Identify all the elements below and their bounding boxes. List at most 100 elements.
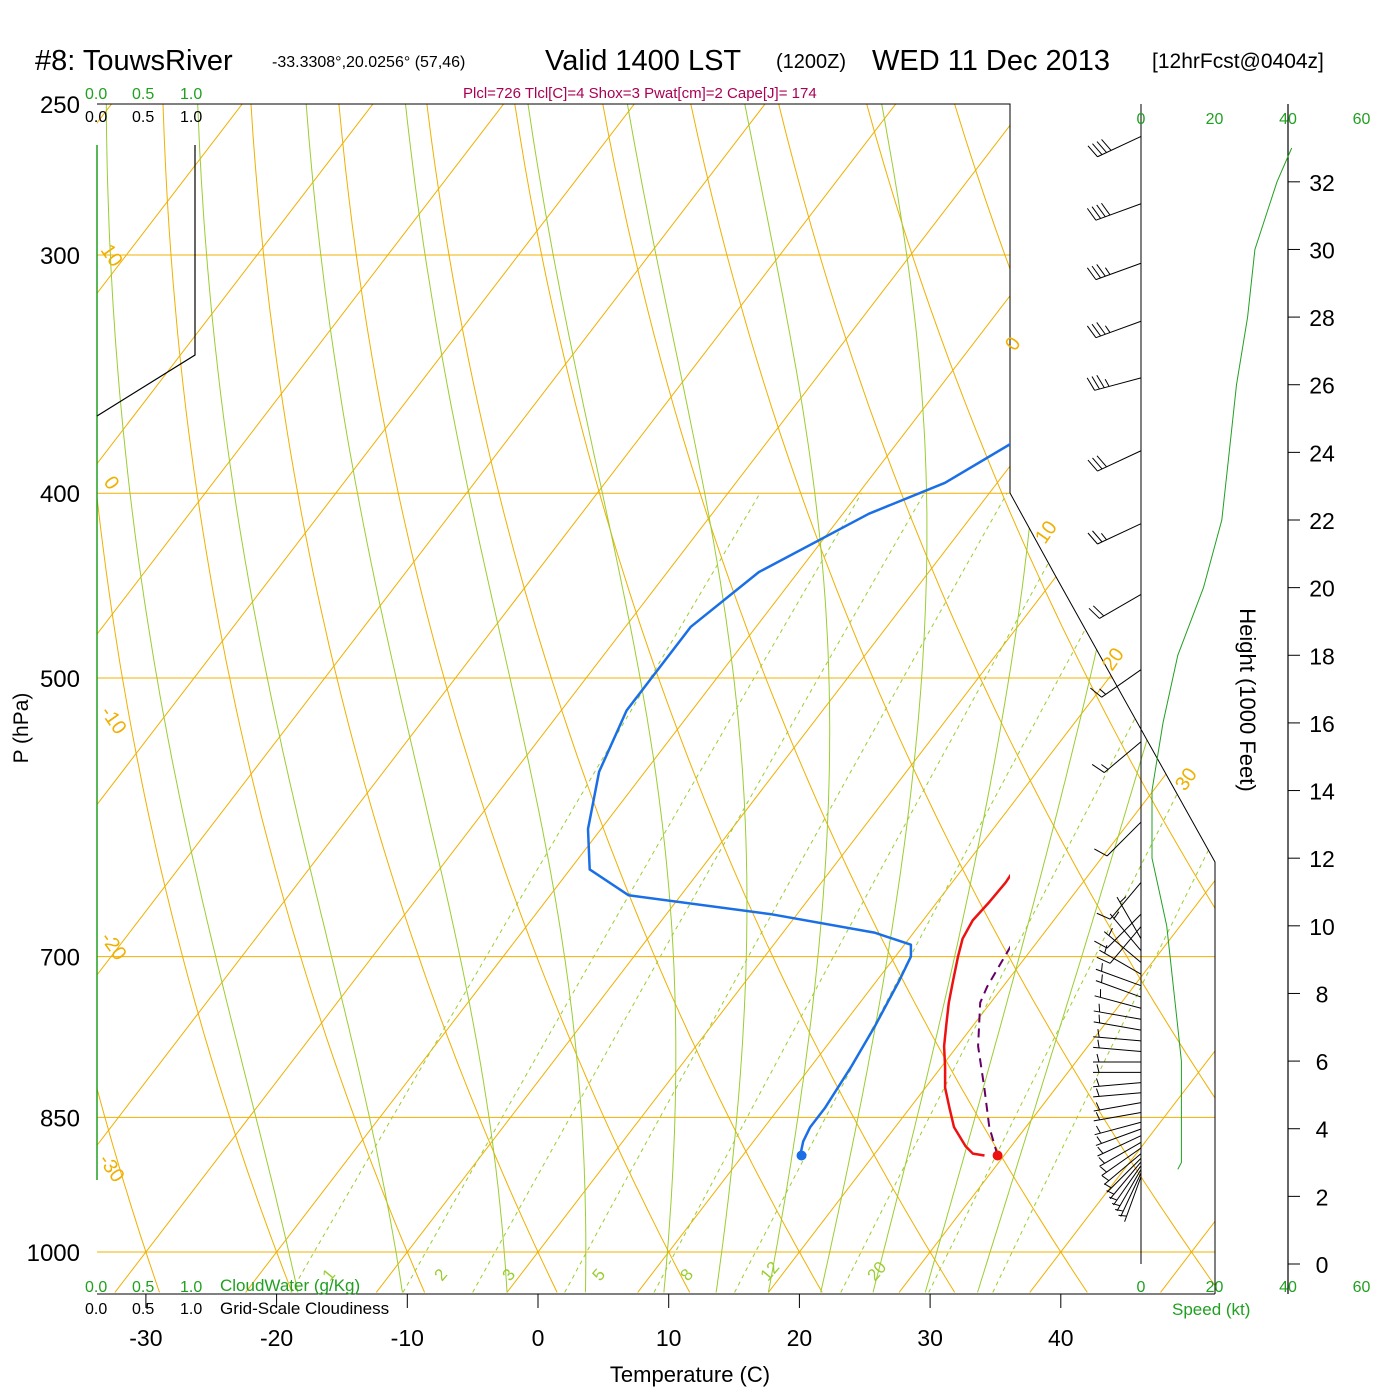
wind-barb — [1095, 963, 1142, 987]
barb-staff — [1093, 1036, 1142, 1042]
wind-barb — [1106, 1161, 1142, 1200]
cl-tick-bottom: 0.0 — [85, 1301, 107, 1318]
wind-barb — [1116, 896, 1142, 939]
isotherm-line — [97, 104, 923, 1293]
height-tick-label: 20 — [1309, 576, 1335, 602]
moist-adiabat — [977, 104, 1215, 1293]
isotherm-line — [0, 70, 7, 1292]
isobars — [97, 103, 1215, 1253]
isotherm-line — [97, 104, 400, 1293]
barb-flag — [1086, 208, 1097, 221]
barb-staff — [1109, 913, 1142, 952]
isotherm-line — [97, 104, 269, 1293]
speed-axis-label: Speed (kt) — [1172, 1300, 1250, 1319]
pressure-axis-label: P (hPa) — [10, 693, 33, 764]
wind-barb — [1109, 1165, 1142, 1206]
barb-half-flag — [1095, 1112, 1101, 1121]
barb-half-flag — [1104, 325, 1111, 333]
height-tick-label: 28 — [1309, 305, 1335, 331]
zulu-time: (1200Z) — [776, 51, 846, 73]
barb-half-flag — [1096, 1136, 1102, 1144]
temperature-ticks: -30 -20 -10 0 10 20 30 40 — [129, 1294, 1074, 1351]
barb-half-flag — [1104, 267, 1111, 275]
x-tick-label: -10 — [391, 1325, 424, 1351]
barb-half-flag — [1096, 1053, 1100, 1063]
barb-staff — [1101, 669, 1142, 698]
speed-tick-top: 20 — [1206, 111, 1224, 128]
barb-half-flag — [1099, 688, 1107, 695]
isotherm-line — [97, 104, 530, 1293]
barb-staff — [1095, 968, 1142, 987]
barb-flag — [1092, 143, 1103, 155]
dry-adiabat — [97, 104, 160, 1293]
barb-flag — [1094, 848, 1108, 857]
barb-flag — [1087, 459, 1098, 472]
barb-half-flag — [1098, 1014, 1101, 1023]
dry-adiabat — [422, 104, 823, 1293]
wind-barb — [1086, 202, 1142, 221]
moist-adiabat — [872, 104, 1043, 1293]
dry-adiabat — [683, 104, 1215, 1293]
barb-staff — [1101, 1147, 1142, 1176]
height-tick-label: 16 — [1309, 711, 1335, 737]
y-tick-label: 250 — [40, 92, 80, 119]
wind-barb — [1101, 1153, 1142, 1185]
dry-adiabat — [1031, 104, 1215, 1293]
x-tick-label: 0 — [532, 1325, 545, 1351]
barb-staff — [1095, 1128, 1142, 1146]
station-title: #8: TouwsRiver — [35, 45, 233, 77]
speed-tick-top: 40 — [1279, 111, 1297, 128]
isotherm-line — [375, 104, 1215, 1293]
isotherm-line — [637, 104, 1215, 1293]
barb-staff — [1120, 1172, 1142, 1217]
profiles — [586, 442, 1010, 1161]
isotherm-label: 0 — [99, 472, 123, 494]
wind-barb — [1095, 974, 1142, 998]
barb-flag — [1091, 206, 1101, 219]
barb-half-flag — [1097, 1029, 1100, 1038]
wind-barb — [1095, 1128, 1142, 1146]
cl-tick-top: 0.0 — [85, 109, 107, 126]
speed-tick-top: 0 — [1137, 111, 1146, 128]
height-tick-label: 6 — [1316, 1049, 1329, 1075]
mixing-ratio-line — [653, 492, 1088, 1293]
barb-flag — [1096, 912, 1111, 920]
barb-flag — [1096, 141, 1107, 153]
isotherm-line — [898, 104, 1215, 1293]
moist-adiabat — [621, 104, 748, 1293]
height-tick-label: 14 — [1309, 779, 1335, 805]
x-tick-label: 20 — [787, 1325, 813, 1351]
barb-staff — [1094, 377, 1142, 391]
moist-adiabat — [924, 104, 1182, 1293]
barb-half-flag — [1100, 533, 1107, 541]
y-tick-label: 1000 — [27, 1240, 80, 1267]
wind-barb — [1087, 136, 1142, 158]
mixing-ratio-line — [734, 492, 1160, 1293]
isotherm-label: 10 — [1031, 517, 1062, 548]
isotherm-line — [114, 104, 1053, 1293]
cw-tick-top: 0.5 — [132, 86, 154, 103]
wind-barb — [1094, 821, 1142, 857]
dry-adiabat — [335, 104, 691, 1293]
isotherm-line — [97, 104, 661, 1293]
barb-half-flag — [1119, 896, 1127, 903]
wind-barb — [1086, 262, 1142, 281]
speed-tick-bottom: 20 — [1206, 1279, 1224, 1296]
wind-barb — [1094, 989, 1142, 1009]
barb-staff — [1116, 1169, 1142, 1212]
barb-staff — [1093, 1021, 1142, 1031]
temperature-trace — [942, 873, 1010, 1157]
barb-half-flag — [1097, 1039, 1100, 1048]
isotherm-label: 10 — [96, 240, 127, 271]
x-tick-label: -20 — [260, 1325, 293, 1351]
wind-barb — [1086, 320, 1142, 339]
mixing-ratio-line — [992, 492, 1215, 1293]
wind-barb — [1093, 1039, 1142, 1053]
x-tick-label: -30 — [129, 1325, 162, 1351]
wind-barb — [1096, 926, 1142, 964]
dry-adiabat — [857, 104, 1215, 1293]
barb-half-flag — [1101, 974, 1103, 983]
speed-tick-bottom: 0 — [1137, 1279, 1146, 1296]
barb-half-flag — [1118, 1214, 1127, 1217]
